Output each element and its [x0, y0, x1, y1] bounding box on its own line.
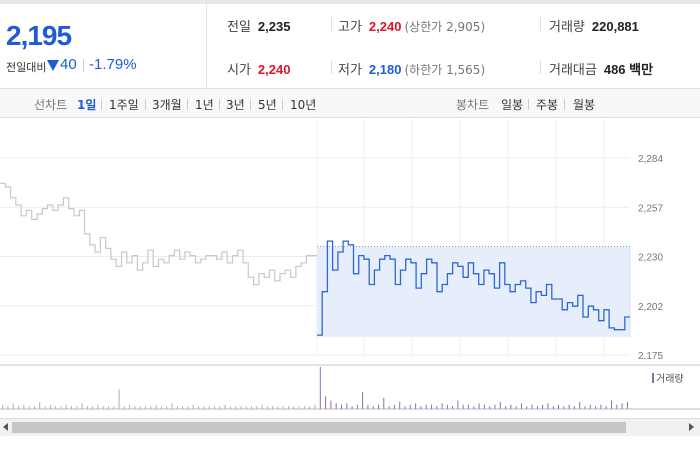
y-tick-label: 2,230 [638, 253, 663, 264]
volume-bars [2, 367, 628, 409]
stat-value: 486 백만 [603, 62, 654, 77]
divider [528, 99, 529, 110]
divider [331, 60, 332, 74]
diff-label: 전일대비 [6, 61, 47, 74]
diff-rate: -1.79% [89, 56, 137, 73]
down-arrow-icon [47, 60, 59, 71]
divider [187, 99, 188, 110]
divider [83, 59, 84, 72]
stat-label: 거래대금 [549, 63, 597, 78]
stat-low: 저가 2,180 (하한가 1,565) [338, 59, 485, 78]
divider [101, 99, 102, 110]
stat-label: 거래량 [549, 20, 585, 35]
stat-label: 전일 [227, 20, 251, 35]
legend-label: 거래량 [656, 373, 684, 385]
y-tick-label: 2,257 [638, 203, 663, 214]
chart-toolbar: 선차트 1일 1주일 3개월 1년 3년 5년 10년 봉차트 일봉 주봉 월봉 [0, 88, 700, 118]
divider [331, 17, 332, 31]
intraday-chart: 2,284 2,257 2,230 2,202 2,175 거래량 [0, 119, 700, 410]
period-1w[interactable]: 1주일 [109, 98, 139, 112]
divider [540, 60, 541, 74]
period-10y[interactable]: 10년 [290, 98, 317, 112]
volume-legend: 거래량 [652, 373, 684, 385]
series-line-prev-day [0, 182, 317, 286]
y-tick-label: 2,202 [638, 302, 663, 313]
divider [564, 99, 565, 110]
upper-limit: (상한가 2,905) [404, 20, 486, 34]
period-5y[interactable]: 5년 [258, 98, 277, 112]
chart-fill [317, 246, 631, 338]
top-strip [0, 0, 700, 4]
y-tick-label: 2,175 [638, 351, 663, 362]
divider [250, 99, 251, 110]
y-axis-ticks: 2,284 2,257 2,230 2,202 2,175 [638, 154, 663, 362]
divider [540, 17, 541, 31]
stat-amount: 거래대금 486 백만 [549, 59, 653, 78]
legend-swatch [652, 373, 654, 383]
line-chart-label: 선차트 [34, 98, 68, 112]
period-1d[interactable]: 1일 [77, 98, 97, 112]
divider [145, 99, 146, 110]
stat-open: 시가 2,240 [227, 59, 290, 78]
stat-value: 2,180 [368, 62, 402, 77]
candle-chart-label: 봉차트 [456, 98, 490, 112]
scroll-right-icon[interactable] [689, 423, 694, 431]
period-1y[interactable]: 1년 [195, 98, 214, 112]
chart-lines [0, 182, 630, 336]
current-price: 2,195 [6, 20, 72, 51]
scroll-thumb[interactable] [12, 422, 626, 433]
y-tick-label: 2,284 [638, 154, 663, 165]
scroll-left-icon[interactable] [3, 423, 8, 431]
candle-weekly[interactable]: 주봉 [536, 98, 559, 112]
stat-value: 2,240 [257, 62, 291, 77]
divider [219, 99, 220, 110]
stat-prev-close: 전일 2,235 [227, 16, 290, 35]
stat-value: 2,240 [368, 19, 402, 34]
stat-label: 고가 [338, 20, 362, 35]
divider [282, 99, 283, 110]
lower-limit: (하한가 1,565) [404, 63, 486, 77]
period-3m[interactable]: 3개월 [152, 98, 182, 112]
stat-label: 저가 [338, 63, 362, 78]
candle-monthly[interactable]: 월봉 [573, 98, 596, 112]
stat-value: 220,881 [591, 19, 639, 34]
stat-label: 시가 [227, 63, 251, 78]
stat-volume: 거래량 220,881 [549, 16, 639, 35]
period-3y[interactable]: 3년 [226, 98, 245, 112]
stat-value: 2,235 [257, 19, 291, 34]
series-line-today [317, 240, 630, 336]
stat-high: 고가 2,240 (상한가 2,905) [338, 16, 485, 35]
range-fill [317, 246, 630, 338]
price-panel: 2,195 전일대비 40 -1.79% [0, 4, 207, 88]
diff-value: 40 [60, 56, 77, 73]
chart-scrollbar[interactable] [0, 418, 700, 436]
candle-daily[interactable]: 일봉 [501, 98, 524, 112]
